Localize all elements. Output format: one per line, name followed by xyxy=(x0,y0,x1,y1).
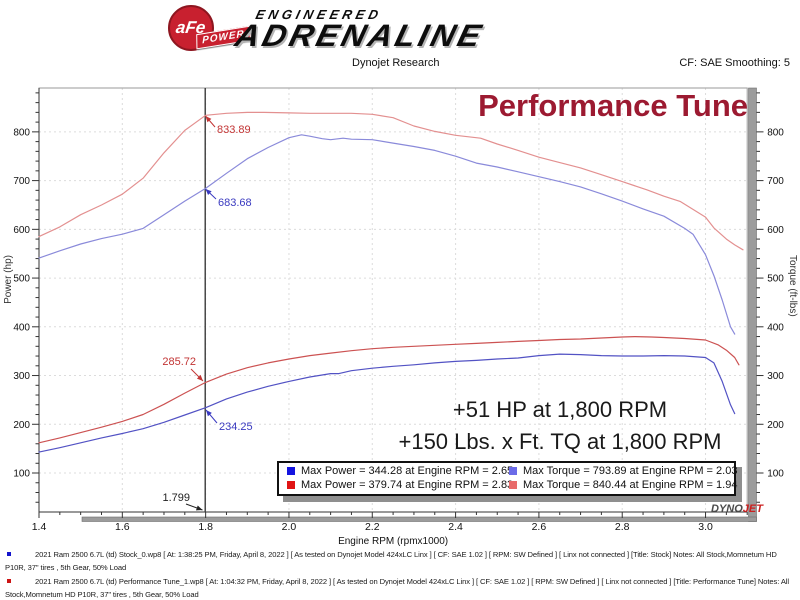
curve-tune-power xyxy=(38,336,740,444)
run-notes: 2021 Ram 2500 6.7L (td) Stock_0.wp8 [ At… xyxy=(0,548,797,600)
left-y-tick-label: 800 xyxy=(13,127,30,138)
x-tick-label: 2.8 xyxy=(615,521,630,533)
x-axis-title: Engine RPM (rpmx1000) xyxy=(338,536,448,547)
dynojet-research-label: Dynojet Research xyxy=(352,57,440,69)
left-y-tick-label: 600 xyxy=(13,225,30,236)
left-y-tick-label: 400 xyxy=(13,322,30,333)
annotation-value-label: 1.799 xyxy=(162,492,190,504)
curve-tune-torque xyxy=(38,111,744,251)
dynojet-watermark-jet: JET xyxy=(742,503,763,515)
right-y-tick-label: 100 xyxy=(767,469,784,480)
dynojet-watermark-dyno: DYNO xyxy=(711,503,743,515)
annotation-value-label: 833.89 xyxy=(217,124,251,136)
legend-label: Max Torque = 793.89 at Engine RPM = 2.03 xyxy=(523,465,738,477)
stock-note-bullet xyxy=(7,552,11,556)
right-y-tick-label: 700 xyxy=(767,176,784,187)
annotation-value-label: 285.72 xyxy=(162,356,196,368)
annotation-value-label: 683.68 xyxy=(218,197,252,209)
legend-item-stock-torque: Max Torque = 793.89 at Engine RPM = 2.03 xyxy=(509,464,737,478)
afe-power-logo: aFe POWER ENGINEERED ADRENALINE xyxy=(160,2,630,56)
hp-gain-text: +51 HP at 1,800 RPM xyxy=(452,397,668,422)
legend-item-tune-power: Max Power = 379.74 at Engine RPM = 2.83 xyxy=(287,478,513,492)
annotation-arrowhead xyxy=(205,116,212,123)
right-y-tick-label: 300 xyxy=(767,371,784,382)
tune-note-bullet xyxy=(7,579,11,583)
right-3d-bar xyxy=(748,87,757,522)
annotation-arrowhead xyxy=(196,374,203,381)
x-tick-label: 1.4 xyxy=(32,521,47,533)
right-y-tick-label: 500 xyxy=(767,274,784,285)
run-note-performance-tune: 2021 Ram 2500 6.7L (td) Performance Tune… xyxy=(0,575,797,600)
annotation-arrowhead xyxy=(206,410,212,417)
right-y-tick-label: 200 xyxy=(767,420,784,431)
tune-torque-swatch xyxy=(509,481,517,489)
x-tick-label: 2.4 xyxy=(448,521,463,533)
right-y-tick-label: 400 xyxy=(767,322,784,333)
annotation-arrowhead xyxy=(195,505,203,511)
legend-label: Max Torque = 840.44 at Engine RPM = 1.94 xyxy=(523,479,738,491)
x-tick-label: 1.6 xyxy=(115,521,130,533)
x-tick-label: 1.8 xyxy=(198,521,213,533)
legend-label: Max Power = 379.74 at Engine RPM = 2.83 xyxy=(301,479,514,491)
left-y-tick-label: 300 xyxy=(13,371,30,382)
annotation-arrowhead xyxy=(205,189,212,196)
tune-note-text: 2021 Ram 2500 6.7L (td) Performance Tune… xyxy=(5,577,789,599)
stock-torque-swatch xyxy=(509,467,517,475)
afe-logo-circle: aFe xyxy=(168,5,214,51)
smoothing-label: CF: SAE Smoothing: 5 xyxy=(679,57,790,69)
curve-stock-torque xyxy=(38,134,736,335)
annotation-value-label: 234.25 xyxy=(219,421,253,433)
left-y-tick-label: 700 xyxy=(13,176,30,187)
power-axis-label: Power (hp) xyxy=(3,255,14,304)
right-y-tick-label: 800 xyxy=(767,127,784,138)
tune-power-swatch xyxy=(287,481,295,489)
x-tick-label: 3.0 xyxy=(698,521,713,533)
x-tick-label: 2.6 xyxy=(532,521,547,533)
left-y-tick-label: 200 xyxy=(13,420,30,431)
x-tick-label: 2.2 xyxy=(365,521,380,533)
left-y-tick-label: 100 xyxy=(13,469,30,480)
chart-area: 1.4 1.6 1.8 2.0 2.2 2.4 2.6 2.8 3.0 Engine RPM (r… xyxy=(0,80,800,548)
torque-axis-label: Torque (ft-lbs) xyxy=(787,255,798,317)
tq-gain-text: +150 Lbs. x Ft. TQ at 1,800 RPM xyxy=(398,429,722,454)
legend-item-stock-power: Max Power = 344.28 at Engine RPM = 2.65 xyxy=(287,464,513,478)
legend-item-tune-torque: Max Torque = 840.44 at Engine RPM = 1.94 xyxy=(509,478,737,492)
legend-label: Max Power = 344.28 at Engine RPM = 2.65 xyxy=(301,465,514,477)
dynojet-watermark: DYNOJET xyxy=(711,503,763,515)
right-y-tick-label: 600 xyxy=(767,225,784,236)
stock-note-text: 2021 Ram 2500 6.7L (td) Stock_0.wp8 [ At… xyxy=(5,550,777,572)
run-note-stock: 2021 Ram 2500 6.7L (td) Stock_0.wp8 [ At… xyxy=(0,548,797,574)
logo-adrenaline-text: ADRENALINE xyxy=(231,18,488,53)
stock-power-swatch xyxy=(287,467,295,475)
x-tick-label: 2.0 xyxy=(282,521,297,533)
dyno-chart-plot: 1.4 1.6 1.8 2.0 2.2 2.4 2.6 2.8 3.0 Engine RPM (r… xyxy=(13,87,784,547)
bottom-3d-bar xyxy=(81,516,757,522)
curve-stock-power xyxy=(38,353,736,453)
left-y-tick-label: 500 xyxy=(13,274,30,285)
chart-title: Performance Tune xyxy=(478,88,748,123)
legend-box: Max Power = 344.28 at Engine RPM = 2.65 … xyxy=(277,461,737,496)
